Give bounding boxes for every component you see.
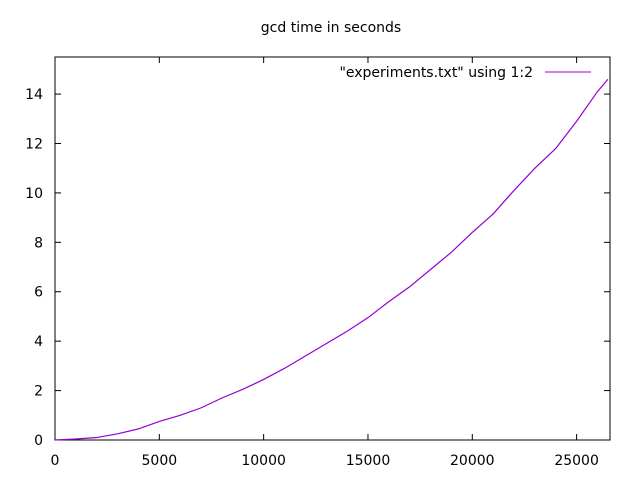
- x-tick-label: 10000: [241, 453, 286, 469]
- x-tick-label: 5000: [142, 453, 178, 469]
- series-line: [54, 78, 609, 441]
- y-tick-label: 4: [34, 334, 43, 350]
- y-tick-label: 8: [34, 235, 43, 251]
- y-tick-label: 10: [25, 186, 43, 202]
- x-tick-label: 20000: [450, 453, 495, 469]
- chart-title: gcd time in seconds: [261, 20, 401, 36]
- x-tick-label: 0: [51, 453, 60, 469]
- y-tick-label: 12: [25, 136, 43, 152]
- legend-label: "experiments.txt" using 1:2: [339, 65, 533, 81]
- y-tick-label: 2: [34, 384, 43, 400]
- y-tick-label: 14: [25, 87, 43, 103]
- x-tick-label: 25000: [554, 453, 599, 469]
- y-tick-label: 6: [34, 285, 43, 301]
- x-tick-label: 15000: [346, 453, 391, 469]
- y-tick-label: 0: [34, 433, 43, 449]
- plot-border: [54, 56, 611, 441]
- plot-area: 0 5000 10000 15000 20000 25000 0 2 4 6 8 10 12 14: [25, 56, 611, 469]
